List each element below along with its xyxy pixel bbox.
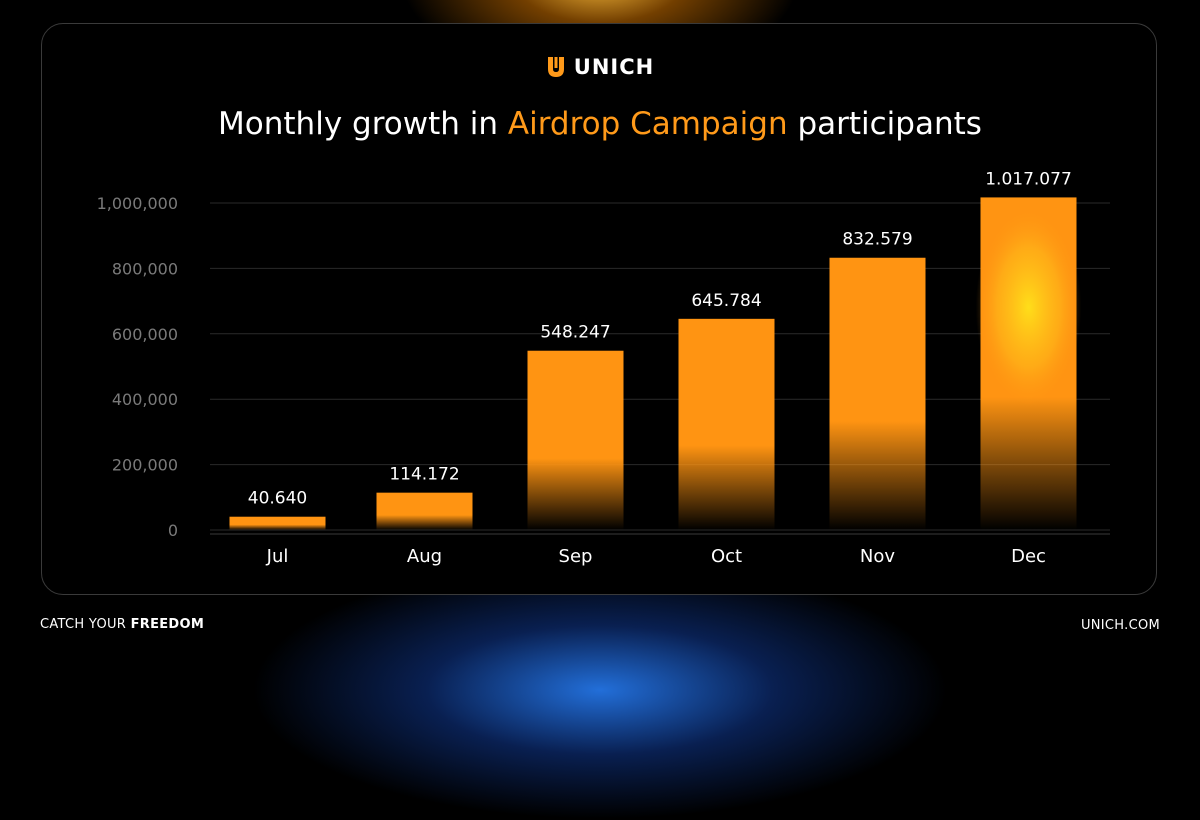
x-tick-label: Nov — [860, 546, 895, 567]
bar-highlight-glow — [975, 207, 1082, 407]
chart-title: Monthly growth in Airdrop Campaign parti… — [0, 106, 1200, 142]
x-tick-label: Jul — [266, 546, 289, 567]
title-suffix: participants — [797, 106, 982, 142]
brand-logo: UNICH — [0, 55, 1200, 79]
x-tick-label: Sep — [559, 546, 593, 567]
tagline-bold: FREEDOM — [130, 617, 205, 632]
x-tick-label: Oct — [711, 546, 742, 567]
bar-jul — [229, 516, 326, 530]
data-label: 1.017.077 — [985, 169, 1072, 189]
data-label: 40.640 — [248, 489, 307, 509]
y-tick-label: 400,000 — [112, 390, 178, 409]
footer-website[interactable]: UNICH.COM — [1080, 618, 1160, 633]
title-highlight: Airdrop Campaign — [507, 106, 788, 142]
y-tick-label: 600,000 — [112, 325, 178, 344]
title-prefix: Monthly growth in — [218, 106, 499, 142]
logo-text: UNICH — [573, 55, 655, 79]
data-label: 832.579 — [842, 230, 912, 250]
bar-oct — [678, 318, 775, 530]
bar-chart: 0 200,000 400,000 600,000 800,000 1,000,000 40… — [97, 169, 1110, 567]
data-label: 548.247 — [540, 323, 610, 343]
bar-nov — [829, 257, 926, 530]
y-tick-label: 800,000 — [112, 259, 178, 278]
data-label: 114.172 — [389, 465, 459, 485]
bar-sep — [527, 350, 624, 530]
bar-aug — [376, 492, 473, 530]
x-tick-label: Dec — [1011, 546, 1046, 567]
data-label: 645.784 — [691, 291, 761, 311]
y-tick-label: 1,000,000 — [97, 194, 178, 213]
footer-tagline: CATCH YOUR FREEDOM — [40, 617, 204, 632]
y-tick-label: 0 — [168, 521, 178, 540]
unich-shield-icon — [547, 57, 564, 77]
tagline-prefix: CATCH YOUR — [40, 617, 127, 632]
x-tick-label: Aug — [407, 546, 442, 567]
y-tick-label: 200,000 — [112, 456, 178, 475]
